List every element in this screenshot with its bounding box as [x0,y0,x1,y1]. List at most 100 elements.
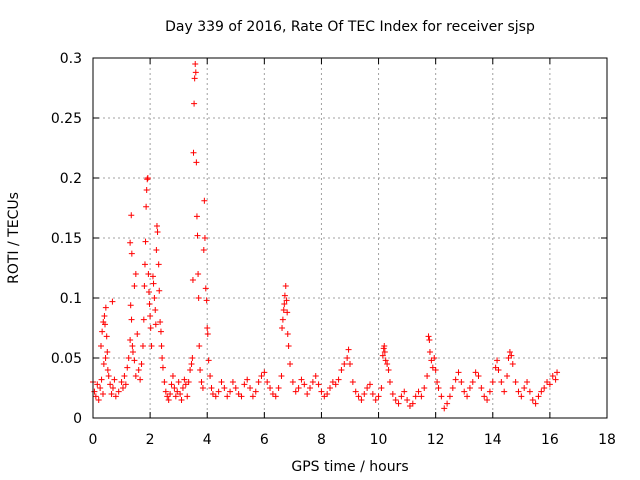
data-point [150,280,157,287]
data-point [526,388,533,395]
data-point [144,175,151,181]
data-point [227,388,234,395]
data-point [278,373,285,379]
x-tick-label: 0 [89,432,98,448]
data-point [532,400,539,407]
data-point [372,397,379,403]
data-point [369,391,376,397]
data-point [272,393,279,400]
data-point [165,397,172,403]
data-point [295,385,302,391]
data-point [156,287,163,294]
data-point [171,385,178,391]
data-point [261,369,268,376]
data-point [204,331,211,337]
data-point [349,379,356,385]
data-point [541,385,548,391]
data-point [144,176,151,183]
x-tick-label: 4 [203,432,212,448]
data-point [161,379,168,385]
data-point [185,379,192,385]
data-point [382,357,389,364]
data-point [202,285,209,292]
data-point [384,361,391,367]
data-point [501,388,508,395]
data-point [152,307,159,313]
chart-title: Day 339 of 2016, Rate Of TEC Index for r… [165,19,535,35]
data-point [509,361,516,367]
data-point [478,385,485,391]
data-point [172,393,179,400]
data-point [431,355,438,361]
data-point [549,373,556,379]
data-point [512,379,519,385]
data-point [247,385,254,391]
y-tick-label: 0.15 [51,231,82,247]
data-point [105,373,112,379]
data-point [169,373,176,379]
x-tick-label: 18 [598,432,616,448]
data-point [154,229,161,235]
data-point [267,385,274,391]
data-point [91,388,98,395]
data-point [97,343,104,349]
data-point [401,388,408,395]
data-point [344,355,351,361]
data-point [112,393,119,400]
data-point [195,295,202,301]
data-point [508,352,515,359]
data-point [464,393,471,400]
data-point [484,397,491,403]
data-point [264,379,271,385]
data-point [205,357,212,364]
data-point [446,393,453,400]
data-point [149,273,156,280]
data-point [301,381,308,388]
data-point [138,361,145,367]
data-point [298,376,305,383]
data-point [554,369,561,376]
axis-ticks: 0 0.05 0.1 0.15 0.2 0.25 0.3 0 2 4 6 8 10 12 14 16 18 [51,51,616,448]
data-point [364,385,371,391]
data-point [104,349,111,355]
y-tick-label: 0.1 [60,291,82,307]
data-point [324,391,331,397]
data-point [131,283,138,289]
y-tick-label: 0.2 [60,171,82,187]
data-point [529,397,536,403]
data-point [472,369,479,376]
data-point [159,355,166,361]
data-point [208,385,215,391]
data-point [381,349,388,355]
data-point [238,393,245,400]
data-point [199,385,206,391]
data-point [345,346,352,353]
data-point [168,381,175,388]
data-point [498,379,505,385]
data-point [494,357,501,364]
data-point [192,61,199,67]
data-point [215,388,222,395]
data-point [495,367,502,373]
data-point [469,379,476,385]
data-point [127,302,134,309]
data-point [232,385,239,391]
data-point [521,385,528,391]
data-point [159,364,166,371]
data-point [92,393,99,400]
data-point [458,379,465,385]
x-tick-label: 10 [370,432,388,448]
data-point [221,385,228,391]
data-point [249,393,256,400]
data-point [455,369,462,376]
data-point [128,212,135,219]
data-point [203,297,210,304]
data-point [167,391,174,397]
y-axis-label: ROTI / TECUs [6,192,22,284]
data-point [119,385,126,391]
data-point [132,271,139,277]
data-point [190,149,197,156]
data-point [515,388,522,395]
data-point [148,343,155,349]
data-point [192,69,199,76]
